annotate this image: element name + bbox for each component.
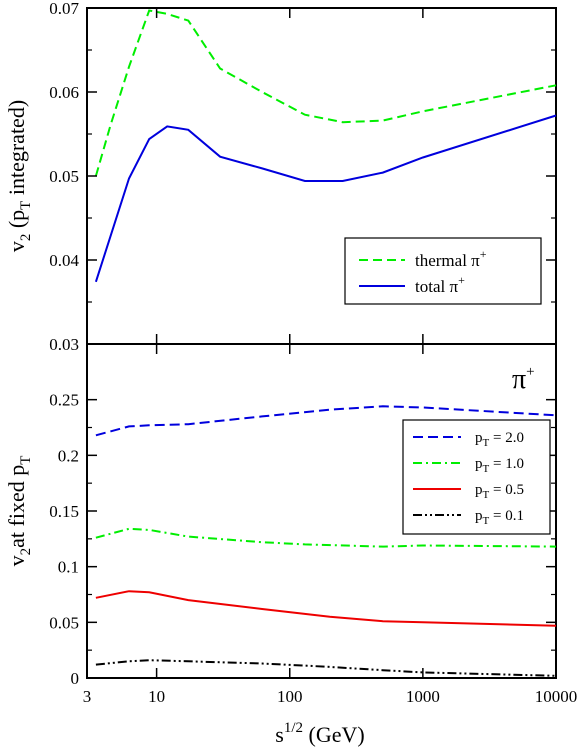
top-legend-label-thermal: thermal π+ [415, 247, 487, 270]
top-ytick-label: 0.04 [49, 251, 79, 270]
axis-ticks [87, 7, 556, 679]
top-ylabel: v2 (pT integrated) [4, 100, 34, 252]
top-series-total [94, 114, 557, 283]
top-legend-box [344, 237, 542, 305]
bottom-ytick-label: 0.1 [58, 558, 79, 577]
bottom-series-pt05 [95, 590, 557, 627]
bottom-ytick-label: 0.15 [49, 502, 79, 521]
bottom-legend-label-pt05: pT = 0.5 [475, 482, 524, 501]
bottom-ytick-label: 0.2 [58, 446, 79, 465]
bottom-legend-label-pt20: pT = 2.0 [475, 430, 524, 449]
bottom-ytick-label: 0.25 [49, 391, 79, 410]
top-ytick-label: 0.05 [49, 167, 79, 186]
bottom-series-pt10 [95, 527, 557, 548]
xtick-label: 3 [83, 687, 92, 706]
top-ytick-label: 0.06 [49, 83, 79, 102]
axis-labels: 0.03 0.04 0.05 0.06 0.07 0 0.05 0.1 0.15 0.2 0.25 3… [4, 0, 577, 747]
data-series [94, 9, 557, 677]
xtick-label: 1000 [406, 687, 440, 706]
xtick-label: 10000 [535, 687, 578, 706]
bottom-series-pt01 [95, 659, 557, 677]
top-ytick-label: 0.07 [49, 0, 79, 18]
bottom-annotation-pi-plus: π+ [512, 364, 535, 395]
xlabel: s1/2 (GeV) [275, 720, 364, 747]
top-legend-label-total: total π+ [415, 273, 465, 296]
xtick-label: 10 [148, 687, 165, 706]
xtick-label: 100 [277, 687, 303, 706]
bottom-legend-box [402, 419, 551, 535]
bottom-ylabel: v2at fixed pT [4, 456, 34, 567]
bottom-ytick-label: 0 [71, 669, 80, 688]
bottom-series-pt20 [95, 405, 557, 437]
top-series-thermal [94, 9, 557, 177]
bottom-ytick-label: 0.05 [49, 613, 79, 632]
top-ytick-label: 0.03 [49, 335, 79, 354]
bottom-legend-label-pt01: pT = 0.1 [475, 508, 524, 527]
legends: thermal π+ total π+ pT = 2.0 pT = 1.0 pT = 0… [344, 237, 551, 535]
bottom-legend-label-pt10: pT = 1.0 [475, 456, 524, 475]
